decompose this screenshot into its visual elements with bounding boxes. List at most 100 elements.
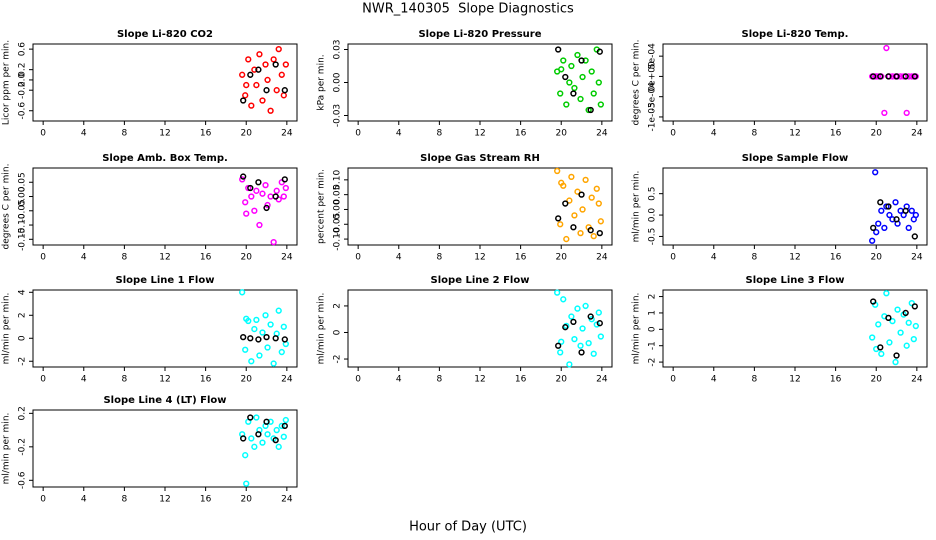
- data-point: [280, 193, 287, 200]
- y-tick-label: 5e-04: [648, 43, 658, 69]
- y-tick-label: 0.2: [18, 63, 28, 77]
- data-point: [911, 303, 918, 310]
- data-point: [259, 97, 266, 104]
- data-point: [877, 344, 884, 351]
- x-tick-label: 24: [911, 129, 923, 139]
- data-point: [253, 414, 260, 421]
- y-axis-label: ml/min per min.: [2, 413, 12, 485]
- data-point: [894, 306, 901, 313]
- y-tick-label: 0.03: [333, 39, 343, 59]
- plot-frame: [662, 167, 928, 246]
- x-tick-label: 24: [281, 129, 293, 139]
- data-point: [893, 352, 900, 359]
- data-point: [278, 348, 285, 356]
- data-point: [273, 187, 280, 194]
- data-point: [243, 210, 250, 217]
- plot-frame: [32, 409, 298, 488]
- x-tick-label: 4: [81, 253, 87, 263]
- data-point: [273, 426, 280, 434]
- data-point: [267, 193, 274, 200]
- y-tick-label: -0.6: [18, 102, 28, 120]
- data-point: [264, 431, 271, 438]
- data-point: [566, 197, 573, 204]
- data-point: [558, 66, 565, 73]
- data-point: [256, 51, 263, 58]
- data-point: [885, 314, 892, 322]
- data-point: [897, 329, 904, 336]
- data-point: [588, 68, 595, 75]
- x-tick-label: 12: [474, 375, 485, 385]
- x-tick-label: 24: [911, 253, 923, 263]
- panel-title: Slope Amb. Box Temp.: [102, 153, 228, 164]
- x-tick-label: 16: [830, 129, 842, 139]
- data-point: [272, 335, 279, 342]
- x-tick-label: 0: [40, 495, 46, 505]
- y-tick-label: -2: [333, 355, 343, 364]
- data-point: [571, 84, 578, 92]
- x-tick-label: 16: [830, 253, 842, 263]
- data-point: [239, 71, 246, 78]
- data-point: [281, 422, 288, 430]
- x-tick-label: 16: [830, 375, 842, 385]
- data-point: [902, 73, 909, 80]
- x-tick-label: 4: [711, 253, 717, 263]
- y-tick-label: 0.6: [18, 42, 28, 57]
- data-point: [242, 199, 249, 206]
- data-point: [582, 176, 589, 183]
- y-tick-label: -1e-03: [648, 102, 658, 131]
- data-point: [247, 71, 254, 78]
- data-point: [588, 194, 595, 201]
- data-point: [247, 414, 254, 421]
- data-point: [272, 193, 279, 200]
- data-point: [247, 184, 254, 192]
- y-tick-label: 0.00: [18, 186, 28, 206]
- x-tick-label: 16: [200, 375, 212, 385]
- y-tick-label: 0.0: [18, 73, 28, 88]
- data-point: [280, 323, 287, 330]
- y-tick-label: -0.10: [18, 213, 28, 237]
- data-point: [892, 199, 899, 206]
- panel-title: Slope Line 2 Flow: [431, 275, 530, 286]
- data-point: [555, 46, 562, 53]
- data-point: [596, 230, 603, 237]
- y-axis-label: ml/min per min.: [317, 293, 327, 365]
- data-point: [902, 309, 909, 317]
- x-tick-label: 20: [241, 375, 253, 385]
- y-tick-label: -0.05: [18, 199, 28, 222]
- y-tick-label: -2: [18, 357, 28, 366]
- data-point: [568, 173, 575, 181]
- data-point: [275, 45, 282, 53]
- data-point: [911, 73, 918, 80]
- x-tick-label: 24: [281, 253, 293, 263]
- x-tick-label: 8: [122, 495, 128, 505]
- x-tick-label: 20: [871, 253, 883, 263]
- data-point: [570, 224, 577, 231]
- data-point: [869, 237, 876, 244]
- x-tick-label: 8: [752, 129, 758, 139]
- x-tick-label: 16: [515, 375, 527, 385]
- y-tick-label: 0.00: [333, 199, 343, 219]
- x-tick-label: 12: [159, 495, 170, 505]
- data-point: [881, 109, 888, 117]
- data-point: [582, 302, 589, 310]
- data-point: [577, 230, 584, 237]
- data-point: [560, 296, 567, 303]
- x-tick-label: 24: [911, 375, 923, 385]
- data-point: [259, 190, 266, 197]
- data-point: [595, 309, 602, 316]
- x-tick-label: 0: [40, 375, 46, 385]
- x-tick-label: 20: [241, 495, 253, 505]
- y-axis-label: degrees C per min.: [2, 164, 12, 250]
- x-tick-label: 0: [40, 129, 46, 139]
- data-point: [251, 207, 258, 214]
- data-point: [242, 452, 249, 459]
- data-point: [595, 79, 602, 86]
- data-point: [263, 87, 270, 94]
- data-point: [239, 289, 246, 296]
- data-point: [240, 97, 247, 104]
- data-point: [885, 203, 892, 210]
- data-point: [873, 229, 880, 236]
- data-point: [253, 316, 260, 324]
